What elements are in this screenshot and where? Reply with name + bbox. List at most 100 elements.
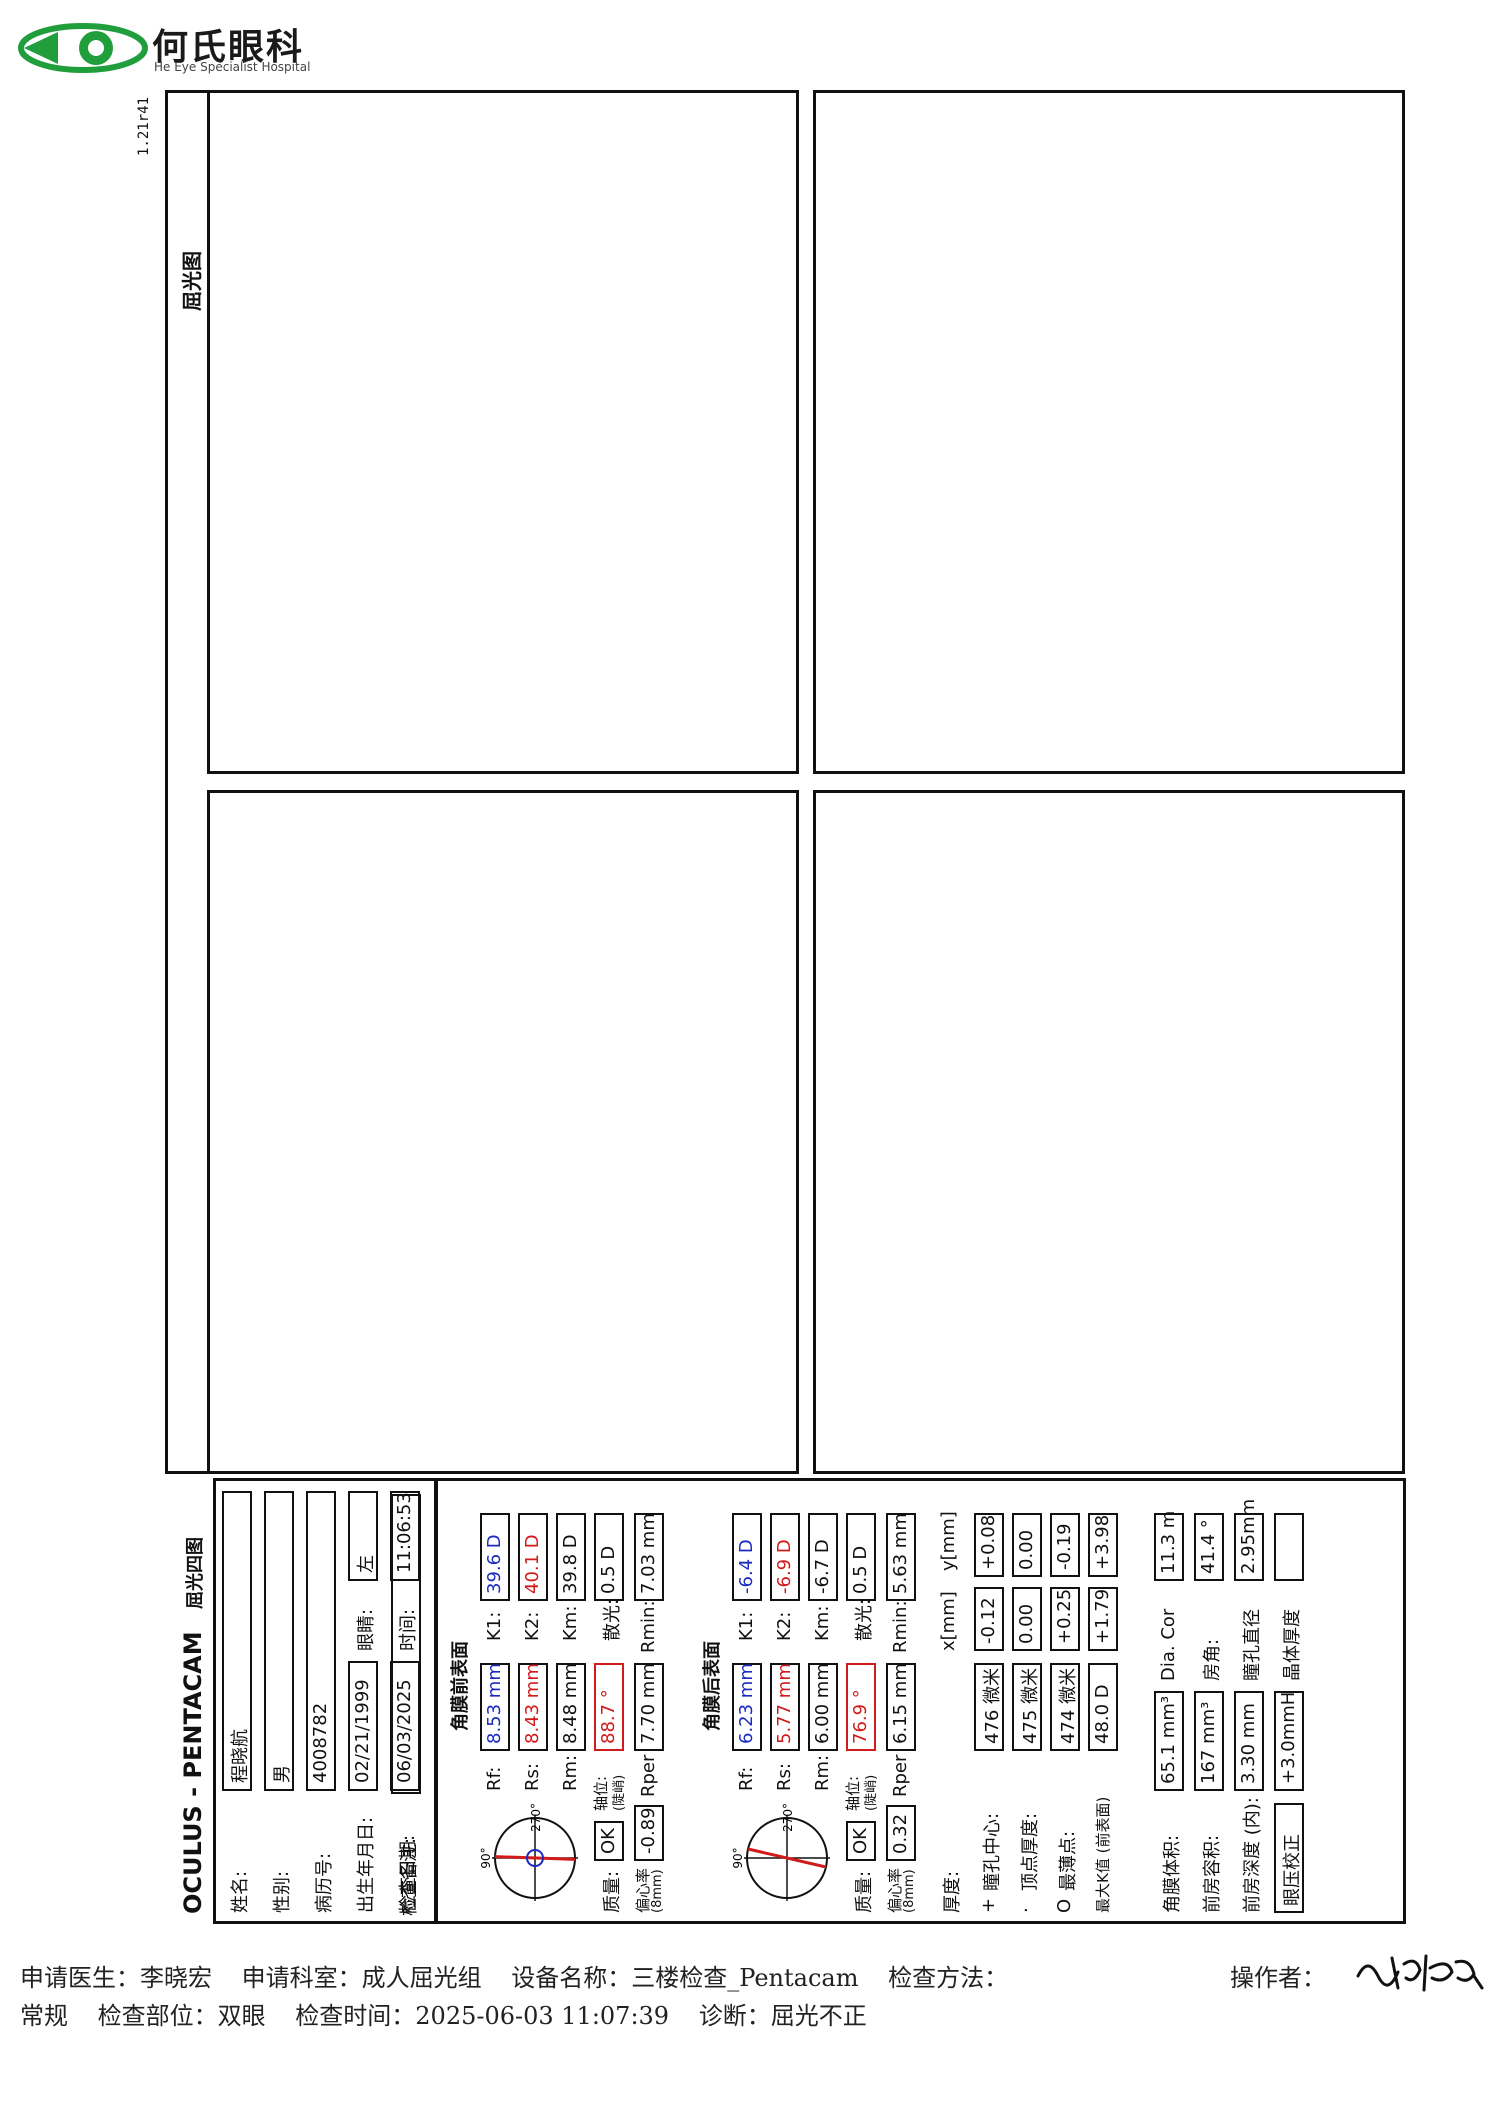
anterior-dial-90: 90° — [480, 1847, 493, 1868]
anterior-rf-label: Rf: — [484, 1766, 505, 1791]
volume-value: 65.1 mm³ — [1154, 1691, 1184, 1791]
posterior-rs: 5.77 mm — [770, 1663, 800, 1751]
iop-value: +3.0mmH — [1274, 1691, 1304, 1791]
thickness-row-3-value: 48.0 D — [1088, 1663, 1118, 1751]
anterior-rs: 8.43 mm — [518, 1663, 548, 1751]
posterior-axis-dial: 90° 270° — [732, 1803, 830, 1901]
posterior-axis: 76.9 ° — [846, 1663, 876, 1751]
anterior-km-label: Km: — [560, 1605, 581, 1641]
record-value: 4008782 — [306, 1491, 336, 1791]
sex-label: 性别: — [272, 1870, 293, 1913]
posterior-title: 角膜后表面 — [702, 1641, 723, 1731]
patient-row-record: 病历号: 4008782 — [302, 1481, 342, 1921]
operator-signature — [1356, 1954, 1484, 1992]
anterior-rmin-label: Rmin: — [638, 1600, 659, 1653]
thickness-row-0-y: +0.08 — [974, 1513, 1004, 1577]
lens-label: 晶体厚度 — [1282, 1609, 1303, 1681]
map-panel-axial — [207, 790, 799, 1474]
acd-value: 3.30 mm — [1234, 1691, 1264, 1791]
anterior-qs-label: 质量: — [602, 1870, 623, 1913]
posterior-rf: 6.23 mm — [732, 1663, 762, 1751]
anterior-astig-label: 散光: — [602, 1598, 623, 1641]
patient-row-name: 姓名: 程晓航 — [218, 1481, 258, 1921]
posterior-rmin: 5.63 mm — [886, 1513, 916, 1601]
posterior-astig-label: 散光: — [854, 1598, 875, 1641]
thickness-row-0-symbol: + — [978, 1897, 999, 1913]
patient-row-dob: 出生年月日: 02/21/1999 眼睛: 左 — [344, 1481, 384, 1921]
anterior-axis: 88.7 ° — [594, 1663, 624, 1751]
refractive-band: 屈光图 — [165, 90, 207, 1474]
posterior-k1-label: K1: — [736, 1611, 757, 1641]
posterior-dial-270: 270° — [781, 1803, 795, 1832]
pentacam-report: OCULUS - PENTACAM 屈光四图 姓名: 程晓航 性别: 男 病历号… — [165, 90, 1406, 1924]
thickness-y-label: y[mm] — [938, 1511, 959, 1571]
volume-label: 角膜体积: — [1162, 1834, 1183, 1913]
map-panel-posterior-elevation — [813, 90, 1405, 774]
thickness-row-3-y: +3.98 — [1088, 1513, 1118, 1577]
anterior-rs-label: Rs: — [522, 1763, 543, 1791]
thickness-row-3-label: 最大K值 (前表面) — [1094, 1796, 1112, 1913]
thickness-row-1-y: 0.00 — [1012, 1513, 1042, 1577]
posterior-dial-90: 90° — [732, 1847, 745, 1868]
thickness-row-0-label: 瞳孔中心: — [982, 1812, 1003, 1891]
patient-row-sex: 性别: 男 — [260, 1481, 300, 1921]
posterior-rm: 6.00 mm — [808, 1663, 838, 1751]
anterior-ecc: -0.89 — [634, 1805, 664, 1861]
anterior-rm: 8.48 mm — [556, 1663, 586, 1751]
footer-doctor: 申请医生：李晓宏 — [20, 1964, 212, 1992]
posterior-rs-label: Rs: — [774, 1763, 795, 1791]
anterior-k2-label: K2: — [522, 1611, 543, 1641]
thickness-row-3-x: +1.79 — [1088, 1587, 1118, 1651]
anterior-title: 角膜前表面 — [450, 1641, 471, 1731]
lens-value — [1274, 1513, 1304, 1581]
report-title-text: OCULUS - PENTACAM — [179, 1631, 207, 1914]
posterior-qs-label: 质量: — [854, 1870, 875, 1913]
hospital-subtitle: He Eye Specialist Hospital — [154, 60, 311, 74]
dia-value: 11.3 m — [1154, 1511, 1184, 1581]
patient-row-remark: 检查备注: — [387, 1484, 431, 1924]
software-version: 1.21r41 — [136, 96, 152, 156]
iop-label: 眼压校正 — [1274, 1803, 1304, 1913]
thickness-row-0-x: -0.12 — [974, 1587, 1004, 1651]
footer-time: 检查时间：2025-06-03 11:07:39 — [295, 2002, 670, 2030]
posterior-km: -6.7 D — [808, 1513, 838, 1601]
dia-label: Dia. Cor — [1158, 1608, 1179, 1681]
eye-value: 左 — [348, 1491, 378, 1581]
posterior-km-label: Km: — [812, 1605, 833, 1641]
thickness-row-2-label: 最薄点: — [1058, 1830, 1079, 1891]
footer-line-2: 常规 检查部位：双眼 检查时间：2025-06-03 11:07:39 诊断：屈… — [20, 1996, 889, 2031]
posterior-rm-label: Rm: — [812, 1754, 833, 1791]
anterior-rper: 7.70 mm — [634, 1663, 664, 1751]
footer-method: 检查方法： — [888, 1964, 1009, 1992]
anterior-axis-dial: 90° 270° — [480, 1803, 578, 1901]
name-value: 程晓航 — [222, 1491, 252, 1791]
acv-label: 前房容积: — [1202, 1834, 1223, 1913]
report-title: OCULUS - PENTACAM 屈光四图 — [179, 1537, 207, 1914]
thickness-row-1-value: 475 微米 — [1012, 1663, 1042, 1751]
thickness-row-1-symbol: · — [1016, 1907, 1037, 1913]
pupil-label: 瞳孔直径 — [1242, 1609, 1263, 1681]
thickness-row-0-value: 476 微米 — [974, 1663, 1004, 1751]
anterior-km: 39.8 D — [556, 1513, 586, 1601]
report-subtitle: 屈光四图 — [185, 1537, 206, 1610]
hospital-name: 何氏眼科 — [152, 27, 305, 68]
thickness-row-1-x: 0.00 — [1012, 1587, 1042, 1651]
anterior-rm-label: Rm: — [560, 1754, 581, 1791]
thickness-row-1-label: 顶点厚度: — [1020, 1812, 1041, 1891]
footer-device: 设备名称：三楼检查_Pentacam — [511, 1964, 859, 1992]
footer-line-1: 申请医生：李晓宏 申请科室：成人屈光组 设备名称：三楼检查_Pentacam 检… — [20, 1958, 1030, 1993]
dob-label: 出生年月日: — [356, 1816, 377, 1913]
footer-diagnosis: 诊断：屈光不正 — [698, 2002, 867, 2030]
thickness-title: 厚度: — [942, 1870, 963, 1913]
anterior-qs: OK — [594, 1821, 624, 1861]
angle-value: 41.4 ° — [1194, 1513, 1224, 1581]
eye-label: 眼睛: — [356, 1608, 377, 1651]
hospital-logo — [18, 23, 148, 73]
acv-value: 167 mm³ — [1194, 1691, 1224, 1791]
posterior-axis-sub: (陡峭) — [864, 1774, 879, 1811]
dob-value: 02/21/1999 — [348, 1661, 378, 1791]
record-label: 病历号: — [314, 1852, 335, 1913]
sex-value: 男 — [264, 1491, 294, 1791]
footer-dept: 申请科室：成人屈光组 — [241, 1964, 482, 1992]
anterior-astig: 0.5 D — [594, 1513, 624, 1601]
